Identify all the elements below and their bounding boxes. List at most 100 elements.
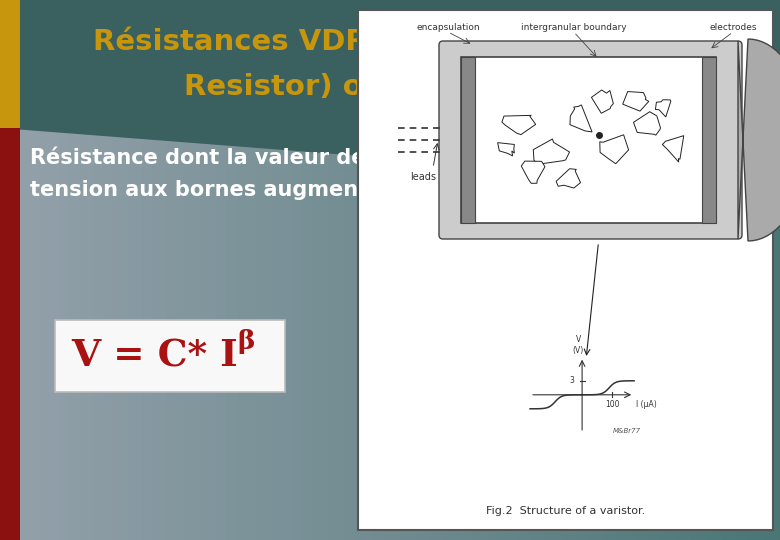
- Bar: [624, 0, 627, 540]
- Bar: [298, 0, 301, 540]
- Bar: [203, 0, 206, 540]
- Bar: [374, 0, 378, 540]
- Bar: [542, 0, 545, 540]
- Bar: [306, 0, 309, 540]
- Bar: [254, 0, 257, 540]
- Bar: [328, 0, 331, 540]
- Bar: [232, 0, 235, 540]
- Bar: [480, 0, 483, 540]
- Bar: [94, 0, 97, 540]
- Bar: [292, 0, 296, 540]
- Bar: [484, 0, 487, 540]
- Bar: [462, 0, 465, 540]
- Bar: [778, 0, 780, 540]
- Bar: [225, 0, 227, 540]
- Bar: [597, 0, 600, 540]
- Bar: [285, 0, 288, 540]
- Bar: [686, 0, 690, 540]
- Bar: [193, 0, 196, 540]
- Bar: [747, 0, 750, 540]
- Bar: [477, 0, 480, 540]
- Bar: [320, 0, 323, 540]
- Bar: [218, 0, 222, 540]
- Bar: [554, 0, 557, 540]
- Bar: [538, 0, 541, 540]
- Text: V
(V): V (V): [573, 335, 583, 355]
- Bar: [468, 0, 471, 540]
- Bar: [659, 0, 662, 540]
- Bar: [115, 0, 118, 540]
- Bar: [335, 0, 339, 540]
- Bar: [156, 0, 159, 540]
- Bar: [290, 0, 293, 540]
- Bar: [363, 0, 366, 540]
- Bar: [495, 0, 498, 540]
- Bar: [314, 0, 317, 540]
- Bar: [558, 0, 561, 540]
- Bar: [591, 0, 594, 540]
- Bar: [179, 0, 183, 540]
- Bar: [594, 0, 597, 540]
- Bar: [544, 0, 547, 540]
- Text: electrodes: electrodes: [709, 23, 757, 32]
- Bar: [230, 0, 233, 540]
- Bar: [569, 0, 573, 540]
- Bar: [92, 0, 94, 540]
- Polygon shape: [534, 139, 569, 164]
- Bar: [342, 0, 344, 540]
- Bar: [242, 0, 245, 540]
- Bar: [638, 0, 640, 540]
- Bar: [579, 0, 582, 540]
- Bar: [66, 0, 69, 540]
- Bar: [8, 0, 11, 540]
- Bar: [398, 0, 401, 540]
- Bar: [758, 0, 761, 540]
- Bar: [103, 0, 106, 540]
- Bar: [702, 57, 716, 223]
- Bar: [392, 0, 395, 540]
- Bar: [316, 0, 319, 540]
- Text: intergranular boundary: intergranular boundary: [521, 23, 626, 32]
- Bar: [162, 0, 165, 540]
- Polygon shape: [662, 136, 684, 162]
- Bar: [602, 0, 605, 540]
- Bar: [62, 0, 66, 540]
- Bar: [58, 0, 62, 540]
- Bar: [509, 0, 512, 540]
- Bar: [530, 0, 534, 540]
- Bar: [583, 0, 586, 540]
- Bar: [80, 0, 83, 540]
- Bar: [774, 0, 777, 540]
- Bar: [125, 0, 128, 540]
- Bar: [700, 0, 703, 540]
- Bar: [84, 0, 87, 540]
- Bar: [98, 0, 101, 540]
- Bar: [708, 0, 711, 540]
- Bar: [211, 0, 214, 540]
- Bar: [296, 0, 300, 540]
- Bar: [599, 0, 601, 540]
- Bar: [630, 0, 633, 540]
- Bar: [445, 0, 448, 540]
- Bar: [142, 0, 145, 540]
- Bar: [499, 0, 502, 540]
- Bar: [35, 0, 38, 540]
- Bar: [390, 0, 393, 540]
- Bar: [680, 0, 683, 540]
- Bar: [243, 0, 246, 540]
- Bar: [446, 0, 449, 540]
- Bar: [367, 0, 370, 540]
- Bar: [154, 0, 157, 540]
- Bar: [757, 0, 760, 540]
- Bar: [12, 0, 15, 540]
- Bar: [776, 0, 779, 540]
- Bar: [139, 0, 141, 540]
- Bar: [566, 0, 569, 540]
- Bar: [628, 0, 631, 540]
- Bar: [140, 0, 144, 540]
- Bar: [228, 0, 231, 540]
- Bar: [735, 0, 738, 540]
- Bar: [364, 0, 367, 540]
- Bar: [55, 0, 58, 540]
- Bar: [339, 0, 342, 540]
